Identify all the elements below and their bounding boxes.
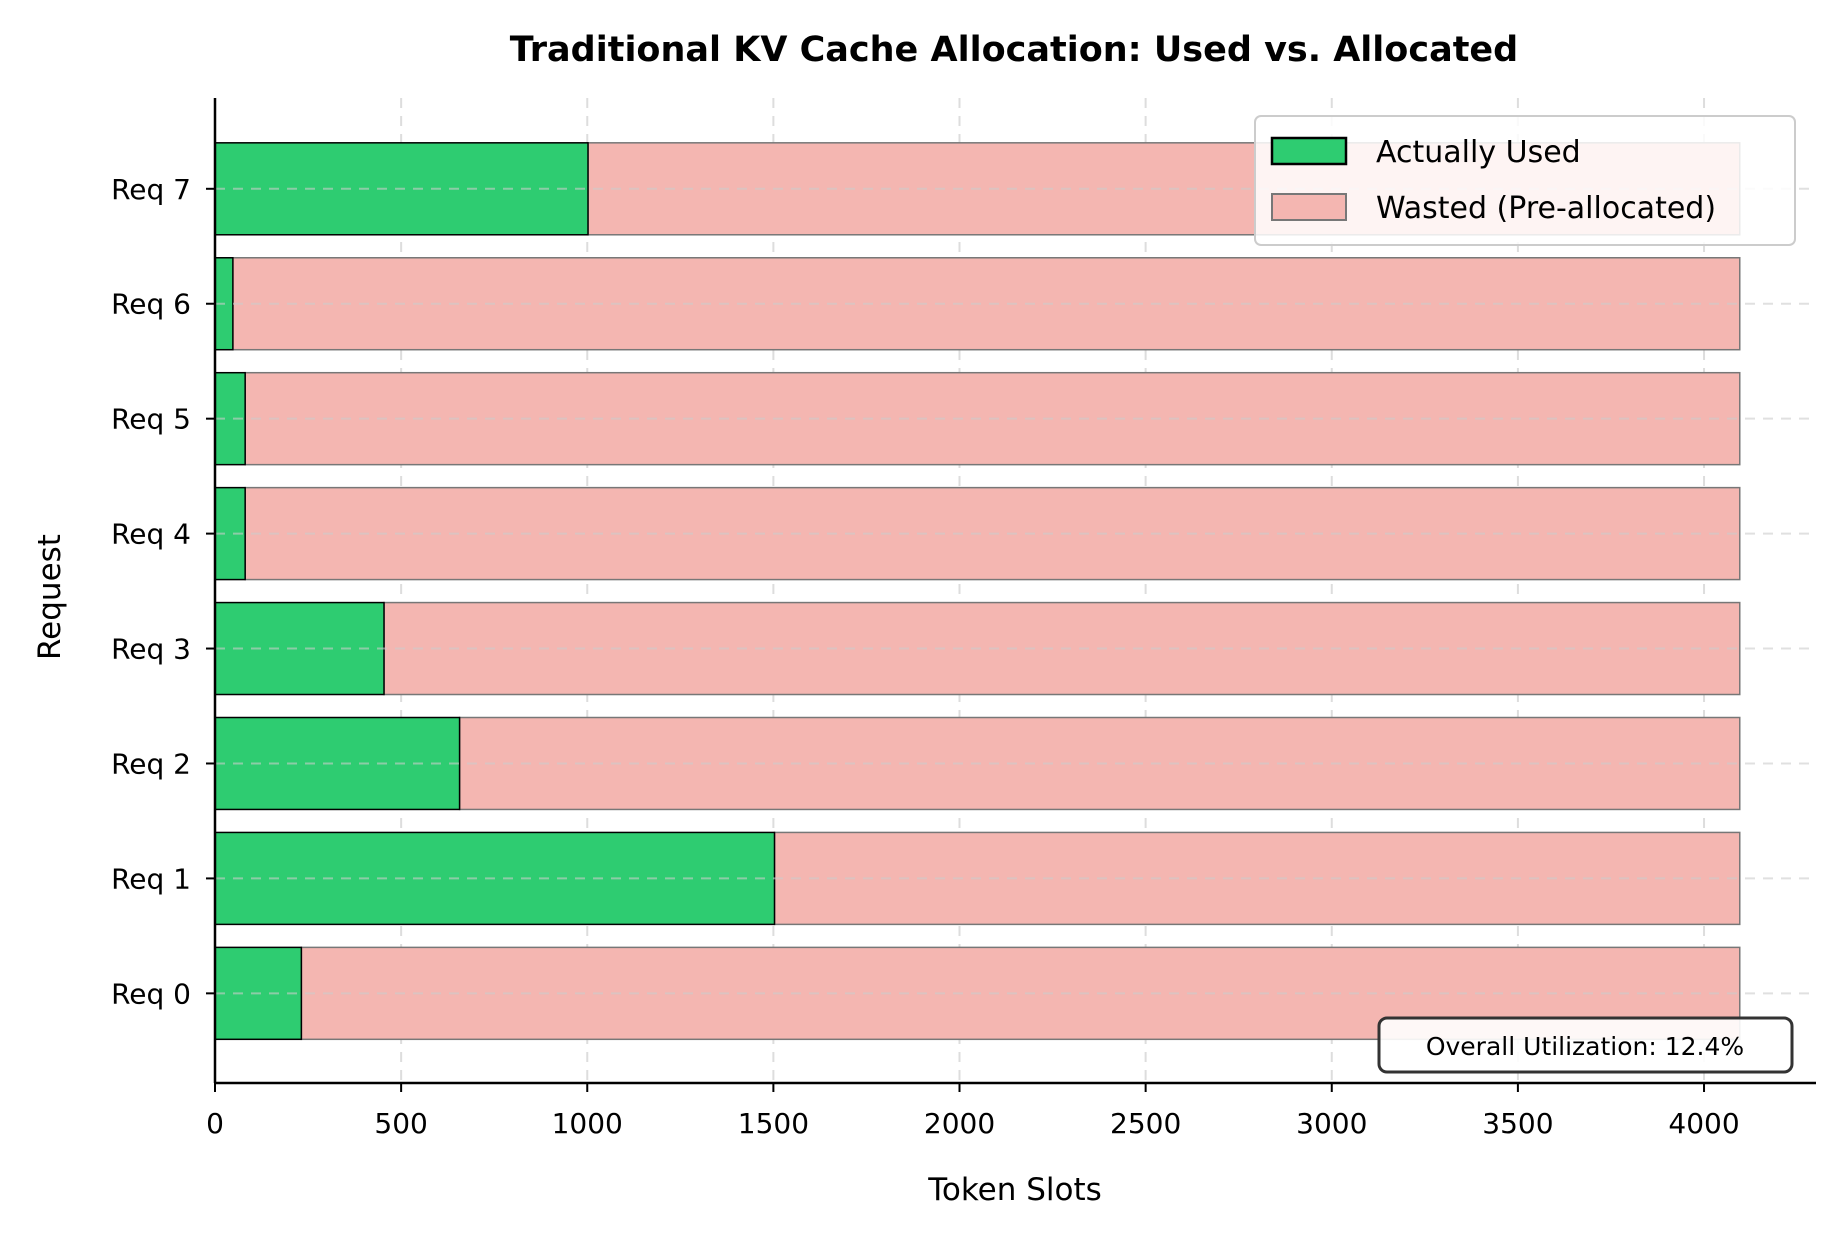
axes: Req 0 Req 1 Req 2 Req 3 Req 4 Req 5 Req 6 Req 7…	[111, 98, 1816, 1140]
utilization-annotation: Overall Utilization: 12.4%	[1377, 1016, 1794, 1074]
x-tick-label: 1000	[552, 1107, 623, 1140]
x-tick-label: 2000	[924, 1107, 995, 1140]
x-axis-label: Token Slots	[927, 1172, 1102, 1208]
legend: Actually Used Wasted (Pre-allocated)	[1254, 115, 1796, 246]
x-tick-label: 1500	[738, 1107, 809, 1140]
annotation-text: Overall Utilization: 12.4%	[1426, 1032, 1744, 1061]
y-tick-label: Req 1	[111, 862, 191, 895]
legend-swatch-wasted	[1271, 193, 1347, 221]
legend-frame	[1254, 115, 1796, 246]
y-tick-label: Req 6	[111, 288, 191, 321]
y-axis-label: Request	[32, 534, 68, 660]
annotation-box	[1377, 1016, 1794, 1074]
chart-title: Traditional KV Cache Allocation: Used vs…	[510, 30, 1518, 70]
x-tick-label: 0	[206, 1107, 224, 1140]
bars	[214, 142, 1816, 1041]
x-tick-label: 3000	[1296, 1107, 1367, 1140]
x-tick-label: 3500	[1482, 1107, 1553, 1140]
legend-label-wasted: Wasted (Pre-allocated)	[1376, 191, 1716, 226]
y-tick-label: Req 2	[111, 747, 191, 780]
y-tick-label: Req 0	[111, 977, 191, 1010]
x-tick-label: 2500	[1110, 1107, 1181, 1140]
x-tick-label: 4000	[1668, 1107, 1739, 1140]
bar-used	[214, 601, 385, 696]
x-tick-label: 500	[374, 1107, 427, 1140]
y-tick-label: Req 3	[111, 633, 191, 666]
legend-swatch-used	[1270, 136, 1348, 166]
y-tick-label: Req 4	[111, 518, 191, 551]
y-tick-label: Req 7	[111, 173, 191, 206]
y-tick-label: Req 5	[111, 403, 191, 436]
bar-wasted	[232, 257, 1741, 351]
legend-label-used: Actually Used	[1376, 135, 1581, 170]
